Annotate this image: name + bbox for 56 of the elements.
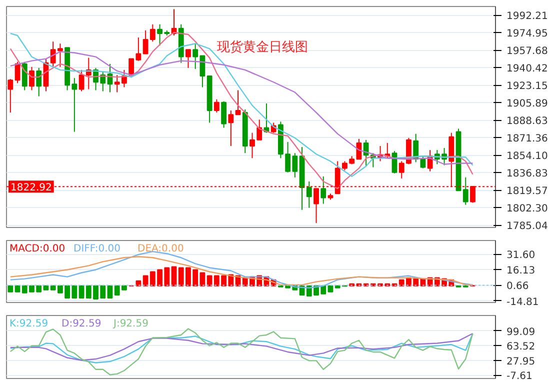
- candlestick: [78, 69, 84, 92]
- y-tick-label: 1974.95: [506, 28, 548, 40]
- y-tick-label: 27.95: [506, 356, 536, 368]
- text: MACD:0.00: [10, 244, 66, 254]
- candlestick: [306, 180, 312, 208]
- y-tick-label: -7.61: [506, 371, 532, 382]
- candlestick: [29, 66, 34, 91]
- y-tick-label: 1819.57: [506, 186, 548, 198]
- y-tick-label: 1854.10: [506, 151, 548, 162]
- line-series: [10, 250, 474, 288]
- candlestick: [22, 61, 28, 91]
- y-tick-label: 1785.04: [506, 221, 548, 232]
- y-tick-label: 1957.68: [506, 46, 548, 58]
- line-series: [10, 256, 474, 286]
- y-tick-label: 0.66: [506, 281, 529, 292]
- y-tick-label: 63.52: [506, 342, 536, 353]
- bar: [328, 285, 334, 292]
- series-label: DIFF:0.00: [74, 244, 121, 254]
- y-tick-label: 99.09: [506, 326, 536, 338]
- y-tick-label: 1940.42: [506, 64, 548, 75]
- candlestick: [235, 90, 241, 116]
- y-tick-label: 16.13: [506, 266, 536, 277]
- bar: [171, 266, 177, 286]
- bar: [107, 285, 113, 298]
- y-tick-label: -14.81: [506, 296, 539, 308]
- candlestick: [214, 98, 220, 114]
- candlestick: [228, 110, 234, 146]
- text: D:92.59: [62, 318, 102, 330]
- bar: [8, 285, 14, 292]
- y-tick-label: 1871.36: [506, 134, 548, 145]
- candlestick: [8, 78, 14, 114]
- y-tick-label: 31.60: [506, 250, 536, 262]
- candlestick: [186, 49, 191, 68]
- candlestick: [462, 176, 468, 206]
- line-series: [10, 328, 474, 376]
- bar: [43, 285, 49, 290]
- series-label: DEA:0.00: [138, 244, 184, 254]
- candlestick: [221, 100, 226, 128]
- y-tick-label: 1802.30: [506, 204, 548, 215]
- candlestick: [320, 176, 326, 204]
- candlestick: [363, 139, 369, 167]
- candlestick: [36, 67, 42, 97]
- candlestick: [420, 156, 426, 169]
- y-tick-label: 1905.89: [506, 98, 548, 110]
- ref-line-label: 1822.92: [10, 182, 52, 194]
- bar: [78, 285, 84, 298]
- bar: [14, 285, 20, 292]
- y-tick-label: 1923.15: [506, 81, 548, 92]
- y-tick-label: 1992.21: [506, 11, 548, 22]
- series-label: J:92.59: [112, 318, 148, 330]
- series-label: K:92.59: [10, 318, 48, 330]
- bar: [200, 272, 206, 286]
- candlestick: [192, 43, 198, 70]
- y-tick-label: 1836.83: [506, 168, 548, 180]
- text: 现货黄金日线图: [216, 40, 308, 56]
- y-tick-label: 1888.63: [506, 116, 548, 128]
